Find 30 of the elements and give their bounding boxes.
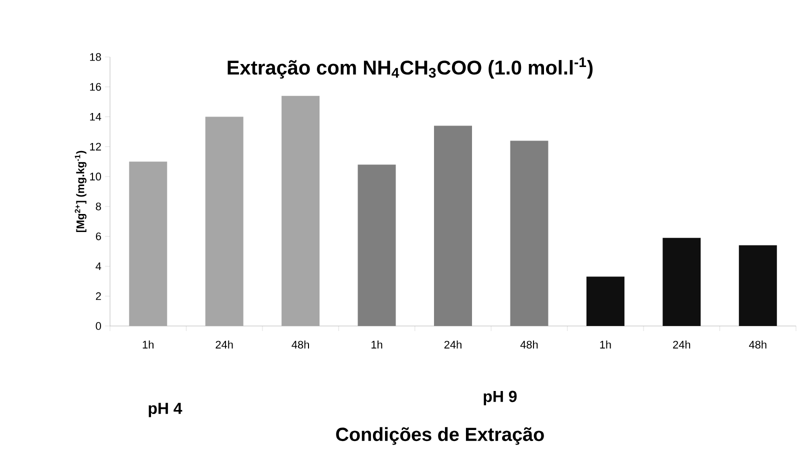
x-tick-label: 48h: [749, 340, 766, 349]
x-tick-label: 48h: [292, 340, 309, 349]
bar: [738, 245, 777, 326]
y-tick-label: 18: [90, 53, 101, 61]
x-tick-label: 24h: [216, 340, 233, 348]
bar: [662, 238, 701, 326]
y-tick-label: 2: [96, 292, 101, 300]
bar: [510, 140, 548, 326]
x-tick-label: 24h: [444, 340, 462, 348]
x-tick-label: 1h: [600, 340, 611, 348]
text: Condições de Extração: [336, 427, 544, 445]
y-tick-label: 0: [96, 322, 102, 330]
x-tick-label: 24h: [673, 340, 690, 348]
y-tick-label: 6: [96, 232, 101, 240]
x-tick-label: 1h: [142, 340, 154, 348]
y-tick-label: 14: [90, 113, 102, 121]
bar: [586, 276, 624, 326]
y-tick-label: 16: [90, 83, 101, 91]
y-tick-label: 12: [90, 142, 101, 150]
y-tick-label: 10: [90, 172, 102, 180]
text: pH 4: [148, 402, 182, 418]
y-axis-title: [Mg$^{2+}$] (mg.kg$^{-1}$): [74, 150, 86, 232]
y-tick-label: 8: [96, 202, 101, 210]
x-tick-label: 48h: [520, 340, 538, 349]
bar: [358, 164, 396, 326]
chart-title: Extração com NH$_{4}$CH$_{3}$COO (1.0 mol.l$^{-1}$): [228, 57, 593, 79]
x-tick-label: 1h: [372, 340, 382, 348]
bar: [434, 126, 472, 326]
y-tick-label: 4: [96, 262, 102, 270]
text: pH 9: [484, 390, 517, 406]
